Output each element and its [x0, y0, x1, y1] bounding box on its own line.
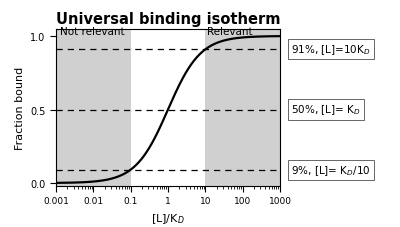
Text: Not relevant: Not relevant	[60, 27, 125, 37]
Text: Relevant: Relevant	[207, 27, 252, 37]
Y-axis label: Fraction bound: Fraction bound	[15, 66, 25, 149]
Bar	[56, 30, 131, 186]
X-axis label: [L]/K$_D$: [L]/K$_D$	[151, 211, 185, 225]
Text: 91%, [L]=10K$_D$: 91%, [L]=10K$_D$	[291, 43, 371, 57]
Text: 9%, [L]= K$_D$/10: 9%, [L]= K$_D$/10	[291, 163, 371, 177]
Text: 50%, [L]= K$_D$: 50%, [L]= K$_D$	[291, 103, 361, 117]
Title: Universal binding isotherm: Universal binding isotherm	[56, 12, 280, 27]
